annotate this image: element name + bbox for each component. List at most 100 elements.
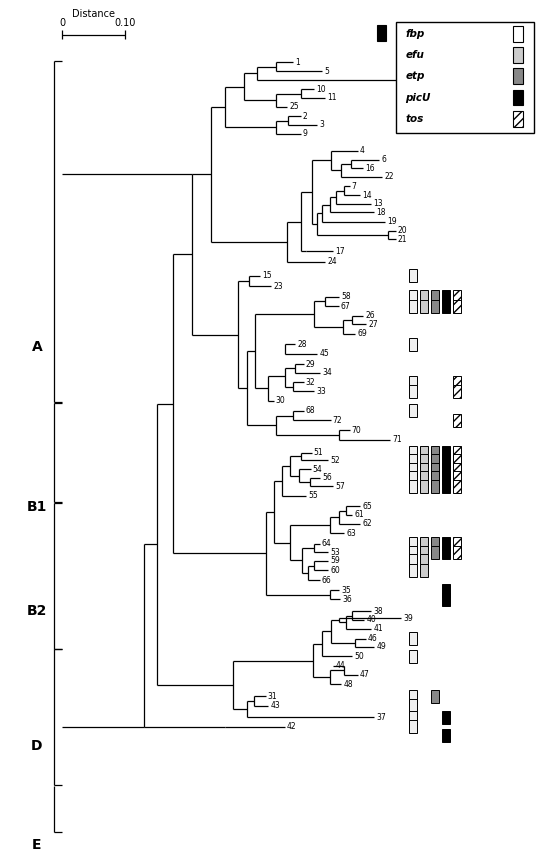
Text: 43: 43 <box>270 701 280 710</box>
Text: etp: etp <box>405 71 425 81</box>
Text: 62: 62 <box>363 519 372 528</box>
Bar <box>377 25 386 41</box>
Text: 6: 6 <box>382 155 386 164</box>
Text: 0: 0 <box>59 17 66 28</box>
Text: 36: 36 <box>343 595 352 603</box>
Bar <box>409 290 417 303</box>
Bar <box>431 546 439 558</box>
Text: 2: 2 <box>303 112 308 121</box>
Text: 48: 48 <box>344 680 353 688</box>
Text: 39: 39 <box>403 614 413 623</box>
Text: 4: 4 <box>360 147 365 155</box>
Text: 29: 29 <box>306 360 315 368</box>
Bar <box>442 299 450 312</box>
Bar <box>420 446 428 460</box>
Bar <box>409 404 417 417</box>
Bar <box>420 546 428 558</box>
Text: 8: 8 <box>398 75 403 84</box>
Text: 22: 22 <box>384 173 394 181</box>
Bar <box>409 555 417 568</box>
Text: E: E <box>32 838 42 852</box>
Bar <box>442 463 450 475</box>
Bar <box>442 711 450 723</box>
Text: 14: 14 <box>363 191 372 199</box>
Text: 17: 17 <box>335 247 345 256</box>
Text: 32: 32 <box>306 378 315 387</box>
Bar <box>513 26 523 42</box>
Text: 67: 67 <box>341 302 351 310</box>
Bar <box>453 454 461 466</box>
Bar <box>453 384 461 397</box>
Text: 10: 10 <box>317 85 326 94</box>
Bar <box>409 472 417 484</box>
Bar <box>409 720 417 733</box>
Text: 23: 23 <box>273 282 283 290</box>
Text: 24: 24 <box>327 257 337 266</box>
Bar <box>409 632 417 645</box>
Text: 37: 37 <box>376 713 386 721</box>
Bar <box>453 375 461 388</box>
Text: 61: 61 <box>354 511 364 519</box>
Text: 54: 54 <box>313 465 322 473</box>
Bar <box>442 546 450 558</box>
Bar <box>513 68 523 84</box>
Bar <box>409 463 417 475</box>
Bar <box>409 299 417 312</box>
Text: 70: 70 <box>352 426 362 434</box>
Text: 15: 15 <box>262 271 272 280</box>
Bar <box>442 538 450 551</box>
Bar <box>431 290 439 303</box>
Text: 9: 9 <box>303 129 308 138</box>
Bar <box>420 454 428 466</box>
Bar <box>442 584 450 596</box>
Text: picU: picU <box>405 93 431 102</box>
Text: 19: 19 <box>387 218 397 226</box>
Text: 51: 51 <box>314 448 324 457</box>
Bar <box>409 446 417 460</box>
Text: 34: 34 <box>322 368 332 377</box>
Text: 56: 56 <box>322 473 332 482</box>
Bar <box>431 480 439 492</box>
Text: 35: 35 <box>341 586 351 595</box>
Bar <box>420 472 428 484</box>
Text: 53: 53 <box>330 548 340 557</box>
Text: 38: 38 <box>373 607 383 616</box>
Bar <box>431 299 439 312</box>
Text: 52: 52 <box>330 456 340 465</box>
Text: 42: 42 <box>287 722 296 731</box>
Bar <box>453 463 461 475</box>
Bar <box>409 711 417 723</box>
Text: 26: 26 <box>365 311 375 320</box>
Bar <box>409 269 417 282</box>
Bar <box>431 463 439 475</box>
Bar <box>409 690 417 702</box>
Bar <box>431 690 439 702</box>
Text: 5: 5 <box>325 67 330 75</box>
Text: 25: 25 <box>289 102 299 111</box>
Bar <box>513 111 523 127</box>
Text: 60: 60 <box>330 566 340 575</box>
Bar <box>420 480 428 492</box>
Text: 44: 44 <box>335 662 345 670</box>
Text: 66: 66 <box>322 576 332 584</box>
Text: 30: 30 <box>276 396 286 405</box>
Bar <box>420 564 428 577</box>
Text: 27: 27 <box>368 320 378 329</box>
Bar <box>431 454 439 466</box>
Bar <box>453 538 461 551</box>
Text: 58: 58 <box>341 292 351 301</box>
Text: 31: 31 <box>268 692 278 701</box>
Text: 72: 72 <box>333 416 343 425</box>
Text: 28: 28 <box>298 340 307 349</box>
Bar <box>409 564 417 577</box>
Text: 50: 50 <box>354 652 364 661</box>
Bar <box>442 728 450 742</box>
Bar <box>409 384 417 397</box>
Text: fbp: fbp <box>405 29 425 39</box>
Text: D: D <box>31 739 43 753</box>
Bar <box>453 446 461 460</box>
Text: tos: tos <box>405 114 424 124</box>
Bar <box>442 480 450 492</box>
Text: 1: 1 <box>295 58 300 67</box>
Bar <box>409 480 417 492</box>
